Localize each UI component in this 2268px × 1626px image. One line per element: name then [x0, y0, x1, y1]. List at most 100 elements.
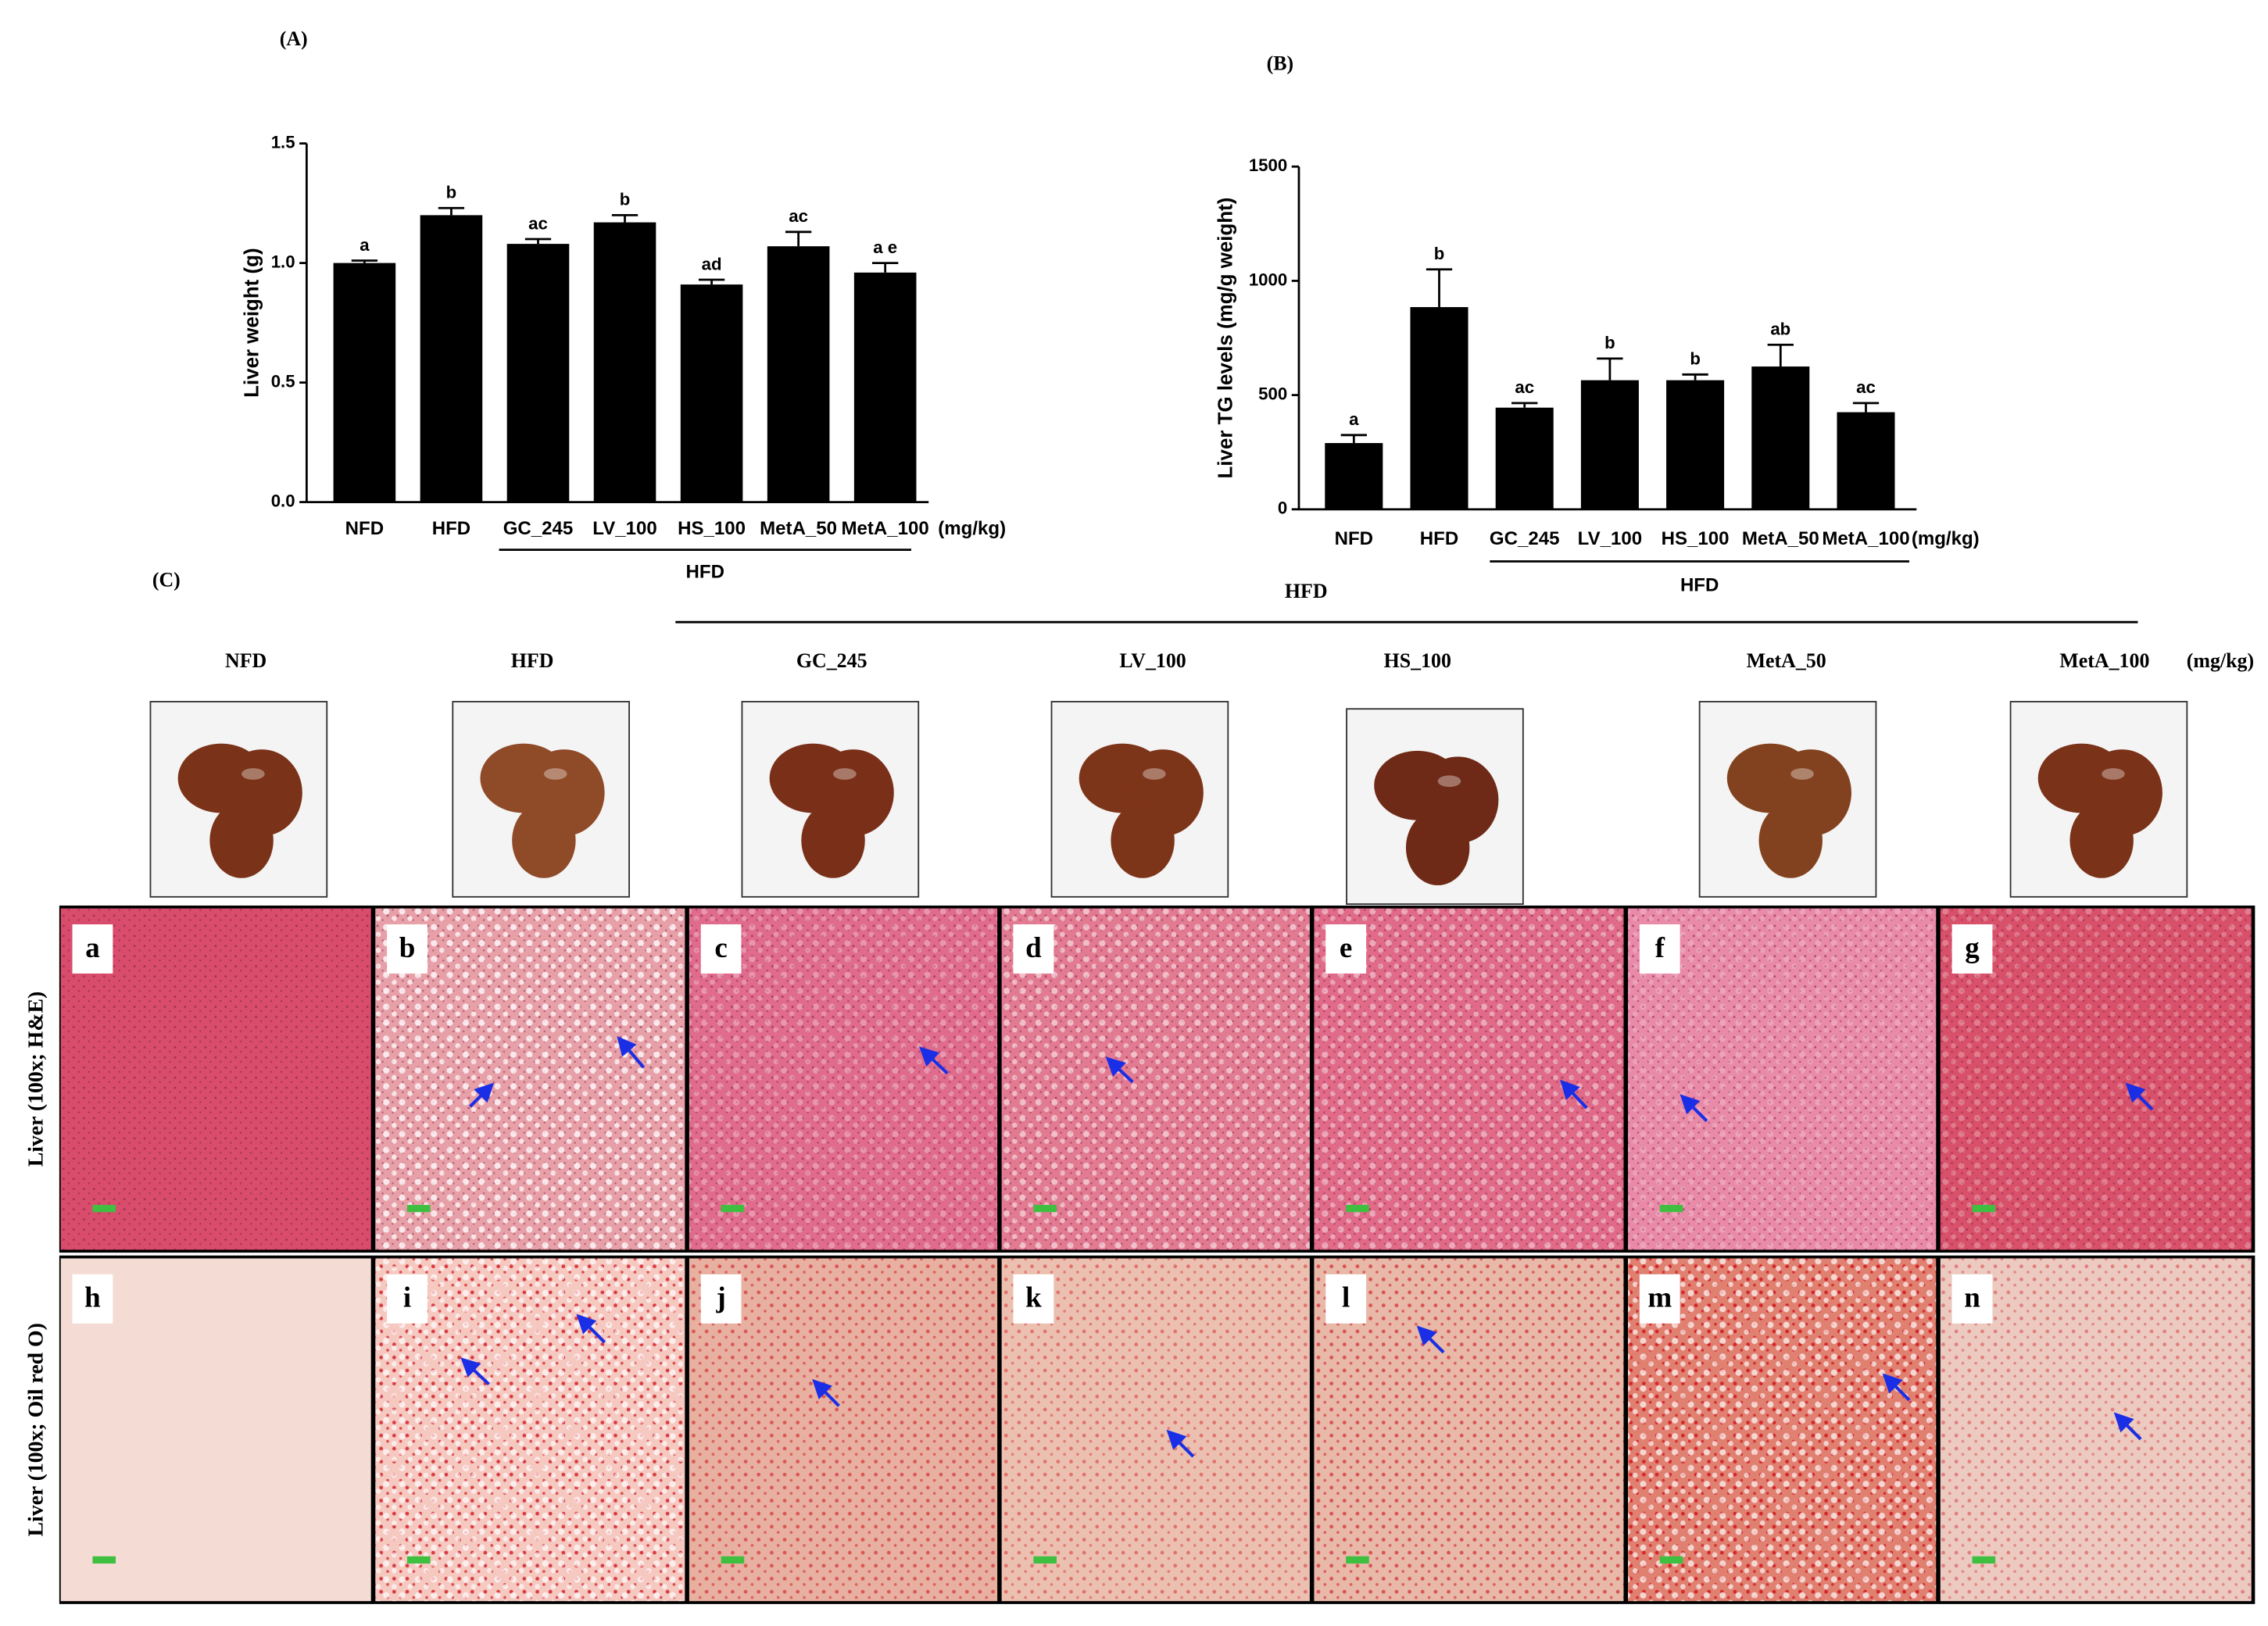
letter-box — [700, 1274, 742, 1324]
panel-letter: m — [1647, 1282, 1672, 1314]
panel-title: (A) — [280, 27, 308, 50]
blue-arrow — [1560, 1079, 1588, 1110]
blue-arrow — [2125, 1082, 2154, 1111]
liver-shine — [833, 768, 857, 780]
significance-letter: ad — [702, 254, 722, 273]
y-tick-label: 0.5 — [271, 371, 295, 391]
blue-arrow — [918, 1046, 949, 1075]
scale-bar — [406, 1205, 431, 1213]
liver-lobe — [1111, 802, 1175, 878]
x-tick-label: MetA_50 — [760, 518, 837, 539]
scale-bar — [92, 1556, 116, 1564]
panel-letter: d — [1025, 932, 1042, 964]
blue-arrow — [1166, 1429, 1195, 1458]
letter-box — [700, 924, 742, 974]
histology-image: l — [1314, 1258, 1624, 1602]
group-label: HFD — [686, 562, 724, 583]
liver-lobe — [2069, 802, 2134, 878]
blue-arrow — [469, 1082, 495, 1108]
liver-shine — [1143, 768, 1166, 780]
blue-arrow — [1680, 1094, 1708, 1123]
letter-box — [1325, 924, 1367, 974]
blue-arrow — [812, 1378, 840, 1407]
panel-letter: j — [715, 1282, 725, 1314]
blue-arrow — [2113, 1412, 2142, 1441]
histology-image: g — [1940, 908, 2252, 1250]
bar — [680, 284, 743, 502]
scale-bar — [406, 1556, 431, 1564]
group-label: HFD — [1680, 574, 1719, 595]
column-label: GC_245 — [796, 649, 867, 672]
bar — [1495, 407, 1554, 509]
significance-letter: ab — [1770, 320, 1790, 339]
unit-label: (mg/kg) — [938, 518, 1006, 539]
panel-letter: i — [403, 1282, 411, 1314]
liver-lobe — [512, 802, 576, 878]
significance-letter: ac — [1515, 377, 1534, 397]
liver-lobe — [1758, 802, 1823, 878]
scale-bar — [1972, 1205, 1996, 1213]
panel-letter: g — [1965, 932, 1980, 964]
letter-box — [387, 924, 427, 974]
column-label: HFD — [511, 649, 554, 672]
significance-letter: ac — [528, 213, 548, 233]
letter-box — [1325, 1274, 1367, 1324]
x-tick-label: GC_245 — [1490, 528, 1560, 549]
panel-letter: h — [84, 1282, 101, 1314]
panel-title: (C) — [152, 568, 181, 591]
liver-shine — [2102, 768, 2125, 780]
letter-box — [1639, 1274, 1680, 1324]
histology-image: h — [60, 1258, 371, 1602]
x-tick-label: LV_100 — [592, 518, 656, 539]
liver-lobe — [1405, 809, 1470, 886]
significance-letter: a — [360, 235, 370, 255]
y-tick-label: 1.5 — [271, 132, 295, 152]
letter-box — [387, 1274, 427, 1324]
liver-photo — [2009, 701, 2188, 898]
scale-bar — [92, 1205, 116, 1213]
histology-image: d — [1001, 908, 1310, 1250]
unit-label: (mg/kg) — [1912, 528, 1980, 549]
y-tick-label: 0.0 — [271, 491, 295, 510]
scale-bar — [1659, 1205, 1683, 1213]
panel-letter: a — [85, 932, 100, 964]
x-tick-label: NFD — [345, 518, 384, 539]
y-axis-label: Liver weight (g) — [241, 248, 263, 397]
liver-photo — [1698, 701, 1877, 898]
bar — [1410, 307, 1468, 509]
x-tick-label: HS_100 — [678, 518, 746, 539]
bar — [1837, 412, 1895, 509]
letter-box — [1951, 924, 1993, 974]
bar — [1666, 380, 1725, 509]
letter-box — [72, 1274, 113, 1324]
histology-image: n — [1940, 1258, 2252, 1602]
liver-photo — [1050, 701, 1229, 898]
blue-arrow — [460, 1357, 490, 1386]
liver-lobe — [801, 802, 865, 878]
significance-letter: a e — [873, 238, 897, 257]
bar — [767, 246, 830, 502]
blue-arrow — [576, 1313, 606, 1344]
bar — [853, 272, 917, 502]
x-tick-label: NFD — [1335, 528, 1373, 549]
liver-lobe — [209, 802, 274, 878]
significance-letter: ac — [1856, 377, 1876, 397]
liver-photo — [149, 701, 328, 898]
histology-image: m — [1628, 1258, 1937, 1602]
bar — [1751, 366, 1810, 509]
scale-bar — [1346, 1556, 1369, 1564]
significance-letter: b — [1434, 244, 1445, 263]
blue-arrow — [1882, 1373, 1911, 1402]
scale-bar — [721, 1556, 745, 1564]
bar — [1580, 380, 1639, 509]
histology-image: b — [375, 908, 685, 1250]
unit-label: (mg/kg) — [2187, 649, 2254, 672]
significance-letter: b — [446, 183, 457, 202]
liver-photo — [741, 701, 920, 898]
x-tick-label: LV_100 — [1578, 528, 1642, 549]
scale-bar — [1972, 1556, 1996, 1564]
bar — [333, 263, 396, 502]
panel-letter: f — [1655, 932, 1665, 964]
